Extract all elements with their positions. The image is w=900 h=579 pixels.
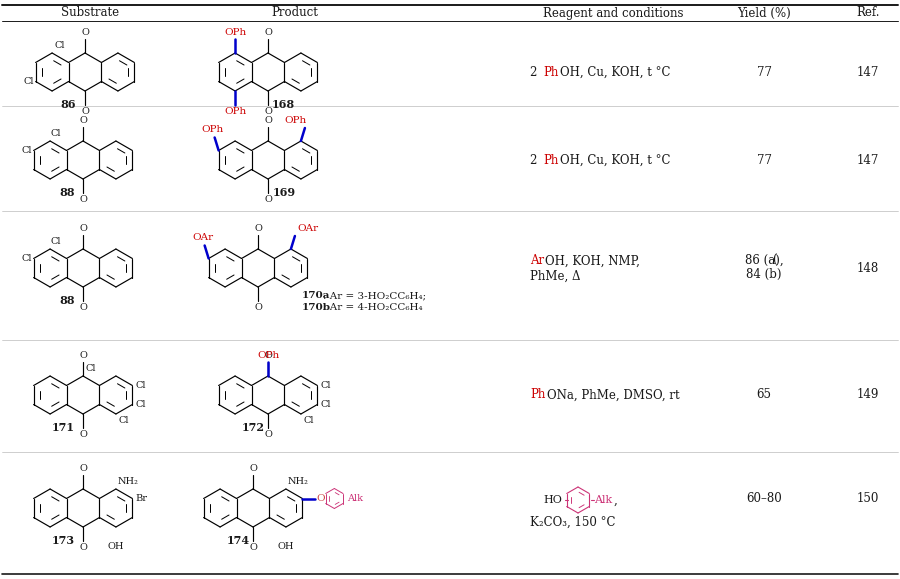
Text: OPh: OPh	[284, 116, 307, 125]
Text: 147: 147	[857, 65, 879, 79]
Text: : Ar = 4-HO₂CC₆H₄: : Ar = 4-HO₂CC₆H₄	[323, 303, 423, 313]
Text: OPh: OPh	[256, 351, 279, 360]
Text: Alk: Alk	[347, 494, 364, 503]
Text: Ph: Ph	[543, 153, 558, 167]
Text: Alk: Alk	[594, 495, 612, 505]
Text: Br: Br	[135, 494, 148, 503]
Text: Reagent and conditions: Reagent and conditions	[543, 6, 683, 20]
Text: O: O	[264, 195, 272, 204]
Text: 77: 77	[757, 153, 771, 167]
Text: O: O	[249, 464, 256, 472]
Text: OH: OH	[278, 543, 294, 551]
Text: : Ar = 3-HO₂CC₆H₄;: : Ar = 3-HO₂CC₆H₄;	[323, 291, 426, 301]
Text: 84 (b): 84 (b)	[746, 267, 782, 280]
Text: OPh: OPh	[224, 107, 247, 116]
Text: Cl: Cl	[21, 254, 32, 263]
Text: O: O	[264, 28, 272, 36]
Text: O: O	[79, 116, 87, 124]
Text: 65: 65	[757, 389, 771, 401]
Text: 169: 169	[273, 187, 295, 198]
Text: O: O	[79, 464, 87, 472]
Text: 88: 88	[59, 187, 75, 198]
Text: Cl: Cl	[135, 400, 146, 409]
Text: 2: 2	[530, 65, 541, 79]
Text: Yield (%): Yield (%)	[737, 6, 791, 20]
Text: 86: 86	[60, 99, 76, 110]
Text: O: O	[264, 107, 272, 116]
Text: 60–80: 60–80	[746, 492, 782, 504]
Text: 148: 148	[857, 262, 879, 274]
Text: K₂CO₃, 150 °C: K₂CO₃, 150 °C	[530, 515, 616, 529]
Text: OPh: OPh	[224, 28, 247, 37]
Text: O: O	[81, 107, 89, 116]
Text: Cl: Cl	[21, 146, 32, 155]
Text: O: O	[264, 351, 272, 360]
Text: OH, KOH, NMP,: OH, KOH, NMP,	[545, 255, 640, 267]
Text: 147: 147	[857, 153, 879, 167]
Text: NH₂: NH₂	[118, 477, 139, 486]
Text: OH: OH	[108, 543, 124, 551]
Text: OH, Cu, KOH, t °C: OH, Cu, KOH, t °C	[560, 153, 670, 167]
Text: 173: 173	[51, 535, 75, 546]
Text: O: O	[81, 28, 89, 36]
Text: 174: 174	[227, 535, 249, 546]
Text: Cl: Cl	[50, 237, 60, 246]
Text: 170b: 170b	[302, 303, 331, 313]
Text: Cl: Cl	[304, 416, 314, 425]
Text: OPh: OPh	[202, 126, 224, 134]
Text: PhMe, Δ: PhMe, Δ	[530, 269, 581, 283]
Text: O: O	[254, 303, 262, 312]
Text: 150: 150	[857, 492, 879, 504]
Text: Cl: Cl	[119, 416, 130, 425]
Text: Product: Product	[272, 6, 319, 20]
Text: O: O	[79, 303, 87, 312]
Text: O: O	[79, 223, 87, 233]
Text: O: O	[79, 543, 87, 552]
Text: Cl: Cl	[50, 129, 60, 138]
Text: 88: 88	[59, 295, 75, 306]
Text: O: O	[79, 351, 87, 360]
Text: O: O	[249, 543, 256, 552]
Text: 171: 171	[51, 422, 75, 433]
Text: Ph: Ph	[530, 389, 545, 401]
Text: ONa, PhMe, DMSO, rt: ONa, PhMe, DMSO, rt	[547, 389, 680, 401]
Text: OAr: OAr	[297, 224, 318, 233]
Text: ,: ,	[614, 493, 617, 507]
Text: O: O	[254, 223, 262, 233]
Text: Cl: Cl	[23, 77, 33, 86]
Text: O: O	[317, 494, 325, 503]
Text: Cl: Cl	[54, 41, 65, 50]
Text: HO: HO	[543, 495, 562, 505]
Text: 77: 77	[757, 65, 771, 79]
Text: Cl: Cl	[320, 400, 331, 409]
Text: O: O	[79, 195, 87, 204]
Text: O: O	[264, 430, 272, 439]
Text: Ref.: Ref.	[856, 6, 880, 20]
Text: (: (	[772, 254, 777, 266]
Text: O: O	[264, 116, 272, 124]
Text: 168: 168	[272, 99, 294, 110]
Text: Substrate: Substrate	[61, 6, 119, 20]
Text: 2: 2	[530, 153, 541, 167]
Text: Cl: Cl	[135, 381, 146, 390]
Text: Ar: Ar	[530, 255, 544, 267]
Text: OH, Cu, KOH, t °C: OH, Cu, KOH, t °C	[560, 65, 670, 79]
Text: O: O	[79, 430, 87, 439]
Text: 170a: 170a	[302, 291, 330, 301]
Text: 149: 149	[857, 389, 879, 401]
Text: Cl: Cl	[86, 364, 96, 373]
Text: OAr: OAr	[192, 233, 213, 243]
Text: Ph: Ph	[543, 65, 558, 79]
Text: NH₂: NH₂	[288, 477, 309, 486]
Text: Cl: Cl	[320, 381, 331, 390]
Text: 172: 172	[241, 422, 265, 433]
Text: 86 (a),: 86 (a),	[744, 254, 783, 266]
